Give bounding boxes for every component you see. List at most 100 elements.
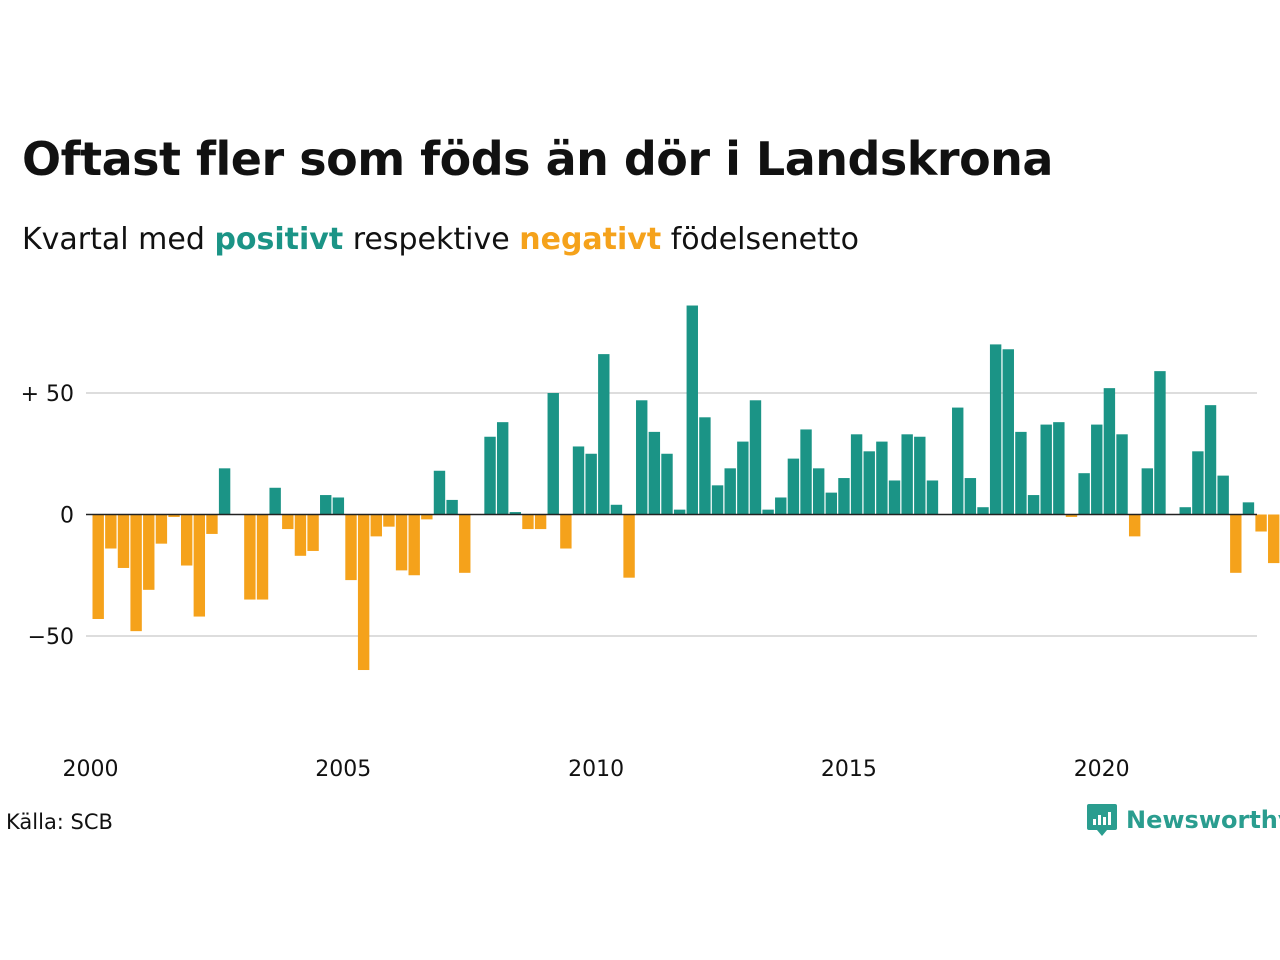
bar: 2011 Q2: 25 — [661, 453, 673, 515]
bar: 2015 Q3: 30 — [876, 441, 888, 515]
bar: 2000 Q1: -43 — [92, 514, 104, 619]
bar: 2011 Q3: 2 — [673, 509, 686, 515]
bar: 2020 Q3: -9 — [1128, 514, 1141, 537]
bar: 2014 Q4: 15 — [838, 478, 850, 515]
chart-subtitle: Kvartal med positivt respektive negativt… — [22, 222, 859, 257]
logo-text: Newsworthy — [1126, 806, 1280, 834]
bar: 2018 Q3: 8 — [1027, 495, 1040, 515]
bar: 2021 Q4: 26 — [1192, 451, 1204, 515]
x-tick-label: 2020 — [1074, 757, 1130, 782]
bar: 2019 Q2: -1 — [1065, 514, 1078, 517]
bar: 2010 Q2: 4 — [610, 504, 623, 515]
newsworthy-logo[interactable]: Newsworthy — [1086, 802, 1280, 838]
bar: 2019 Q3: 17 — [1078, 473, 1090, 515]
y-tick-label: −50 — [28, 625, 74, 650]
bar: 2009 Q2: -14 — [560, 514, 572, 549]
subtitle-prefix: Kvartal med — [22, 222, 205, 257]
bar: 2011 Q1: 34 — [648, 431, 661, 515]
source-note: Källa: SCB — [6, 810, 113, 834]
bar: 2003 Q3: 11 — [269, 487, 281, 515]
bar: 2009 Q4: 25 — [585, 453, 597, 515]
bar: 2008 Q3: -6 — [522, 514, 534, 530]
bar: 2017 Q2: 15 — [964, 478, 977, 515]
subtitle-negative-word: negativt — [519, 222, 662, 257]
bar: 2004 Q4: 7 — [332, 497, 345, 515]
x-tick-label: 2000 — [63, 757, 119, 782]
x-tick-label: 2010 — [568, 757, 624, 782]
bar: 2008 Q2: 1 — [509, 512, 522, 515]
subtitle-suffix: födelsenetto — [670, 222, 859, 257]
bar: 2020 Q1: 52 — [1103, 388, 1116, 515]
bar: 2011 Q4: 86 — [686, 305, 698, 515]
subtitle-middle: respektive — [352, 222, 510, 257]
bar: 2017 Q4: 70 — [989, 344, 1002, 515]
bar: 2013 Q1: 47 — [749, 400, 762, 515]
bar-chart: 2000 Q1: -432000 Q2: -142000 Q3: -222000… — [21, 305, 1280, 782]
bar: 2007 Q1: 6 — [446, 499, 458, 515]
bar: 2018 Q2: 34 — [1015, 431, 1027, 515]
gridlines — [86, 392, 1257, 637]
bar: 2018 Q4: 37 — [1040, 424, 1052, 515]
bar: 2001 Q3: -1 — [168, 514, 180, 517]
bar: 2012 Q4: 30 — [737, 441, 749, 515]
bar: 2001 Q2: -12 — [155, 514, 168, 544]
bar: 2006 Q3: -2 — [421, 514, 433, 520]
bar: 2015 Q4: 14 — [888, 480, 901, 515]
y-tick-label: 0 — [60, 504, 74, 529]
bar: 2012 Q3: 19 — [724, 468, 736, 515]
bar: 2021 Q3: 3 — [1179, 507, 1191, 515]
bar: 2014 Q3: 9 — [825, 492, 838, 515]
bar: 2016 Q1: 33 — [901, 434, 913, 515]
bar: 2001 Q4: -21 — [180, 514, 193, 566]
bar: 2013 Q4: 23 — [787, 458, 800, 515]
bar: 2000 Q2: -14 — [105, 514, 117, 549]
bar: 2010 Q1: 66 — [598, 354, 610, 515]
y-tick-label: + 50 — [21, 382, 74, 407]
bar: 2023 Q1: -7 — [1255, 514, 1267, 532]
bar: 2016 Q2: 32 — [914, 436, 926, 515]
bar: 2008 Q1: 38 — [496, 422, 509, 515]
bar: 2023 Q2: -20 — [1268, 514, 1280, 564]
bar: 2016 Q3: 14 — [926, 480, 939, 515]
newsworthy-chart-bubble-icon — [1087, 804, 1117, 836]
bar: 2009 Q3: 28 — [572, 446, 585, 515]
bar: 2005 Q1: -27 — [345, 514, 357, 581]
bar: 2002 Q1: -42 — [193, 514, 206, 617]
chart-title: Oftast fler som föds än dör i Landskrona — [22, 132, 1053, 186]
bar: 2017 Q1: 44 — [952, 407, 964, 515]
x-tick-label: 2015 — [821, 757, 877, 782]
bar: 2022 Q1: 45 — [1204, 405, 1217, 515]
bar: 2018 Q1: 68 — [1002, 349, 1014, 515]
bar: 2019 Q4: 37 — [1091, 424, 1103, 515]
bar: 2019 Q1: 38 — [1053, 422, 1065, 515]
bar: 2022 Q3: -24 — [1230, 514, 1242, 573]
bar: 2006 Q4: 18 — [433, 470, 446, 515]
bar: 2002 Q2: -8 — [206, 514, 218, 534]
bar: 2002 Q3: 19 — [218, 468, 231, 515]
bar: 2012 Q1: 40 — [699, 417, 711, 515]
bar: 2000 Q3: -22 — [117, 514, 130, 568]
bar: 2020 Q2: 33 — [1116, 434, 1128, 515]
bar: 2013 Q2: 2 — [762, 509, 774, 515]
bar: 2017 Q3: 3 — [977, 507, 989, 515]
bar: 2006 Q2: -25 — [408, 514, 420, 576]
bar: 2010 Q3: -26 — [623, 514, 635, 578]
bar: 2004 Q2: -15 — [307, 514, 319, 551]
bar: 2008 Q4: -6 — [534, 514, 547, 530]
bar: 2005 Q4: -5 — [383, 514, 395, 527]
bars: 2000 Q1: -432000 Q2: -142000 Q3: -222000… — [92, 305, 1280, 671]
bar: 2003 Q4: -6 — [282, 514, 294, 530]
bar: 2022 Q2: 16 — [1217, 475, 1229, 515]
bar: 2006 Q1: -23 — [395, 514, 408, 571]
bar: 2005 Q2: -64 — [357, 514, 370, 671]
bar: 2014 Q2: 19 — [812, 468, 825, 515]
bar: 2022 Q4: 5 — [1242, 502, 1255, 515]
bar: 2003 Q1: -35 — [244, 514, 256, 600]
bar: 2021 Q1: 59 — [1154, 371, 1166, 515]
bar: 2005 Q3: -9 — [370, 514, 382, 537]
bar: 2020 Q4: 19 — [1141, 468, 1154, 515]
bar: 2015 Q1: 33 — [850, 434, 863, 515]
subtitle-positive-word: positivt — [214, 222, 344, 257]
bar: 2013 Q3: 7 — [775, 497, 787, 515]
bar: 2000 Q4: -48 — [130, 514, 142, 632]
